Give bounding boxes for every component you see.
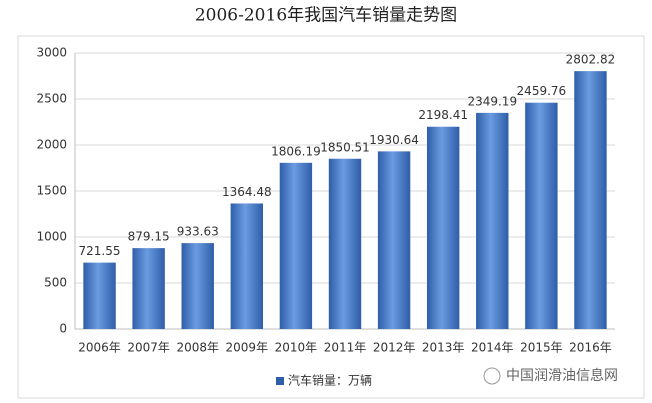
data-label: 1850.51 (320, 140, 370, 154)
x-tick-label: 2010年 (275, 341, 318, 355)
y-tick-label: 500 (44, 276, 67, 290)
data-label: 721.55 (79, 244, 121, 258)
bar (132, 248, 165, 329)
bar (525, 102, 558, 329)
data-label: 879.15 (128, 230, 170, 244)
y-tick-label: 2000 (36, 138, 67, 152)
y-tick-label: 2500 (36, 92, 67, 106)
x-tick-label: 2016年 (569, 341, 612, 355)
x-tick-label: 2015年 (520, 341, 563, 355)
data-label: 1364.48 (222, 185, 272, 199)
chart-frame (17, 35, 645, 399)
legend-label: 汽车销量：万辆 (288, 373, 372, 388)
x-tick-label: 2011年 (324, 341, 367, 355)
x-tick-label: 2007年 (127, 341, 170, 355)
y-tick-label: 0 (59, 322, 67, 336)
x-tick-label: 2009年 (226, 341, 269, 355)
data-label: 2802.82 (566, 53, 616, 67)
x-tick-label: 2014年 (471, 341, 514, 355)
data-label: 1806.19 (271, 144, 321, 158)
bar (181, 243, 214, 329)
watermark: 中国润滑油信息网 (483, 367, 618, 385)
legend-swatch (276, 377, 284, 385)
data-label: 2349.19 (467, 94, 517, 108)
data-label: 2459.76 (517, 84, 567, 98)
y-tick-label: 3000 (36, 46, 67, 60)
bar (476, 112, 509, 330)
bar (377, 151, 411, 329)
y-tick-label: 1500 (36, 184, 67, 198)
data-label: 1930.64 (369, 133, 419, 147)
bar (426, 126, 460, 329)
x-tick-label: 2013年 (422, 341, 465, 355)
y-tick-label: 1000 (36, 230, 67, 244)
chart-title: 2006-2016年我国汽车销量走势图 (195, 6, 457, 26)
watermark-icon (483, 367, 501, 385)
bar (574, 71, 607, 329)
watermark-text: 中国润滑油信息网 (506, 367, 618, 384)
x-tick-label: 2008年 (176, 341, 219, 355)
bar (279, 162, 313, 329)
data-label: 933.63 (177, 225, 219, 239)
data-label: 2198.41 (418, 108, 468, 122)
x-tick-label: 2012年 (373, 341, 416, 355)
bar (83, 262, 116, 329)
bar (328, 158, 362, 329)
x-tick-label: 2006年 (78, 341, 121, 355)
bar (230, 203, 264, 329)
